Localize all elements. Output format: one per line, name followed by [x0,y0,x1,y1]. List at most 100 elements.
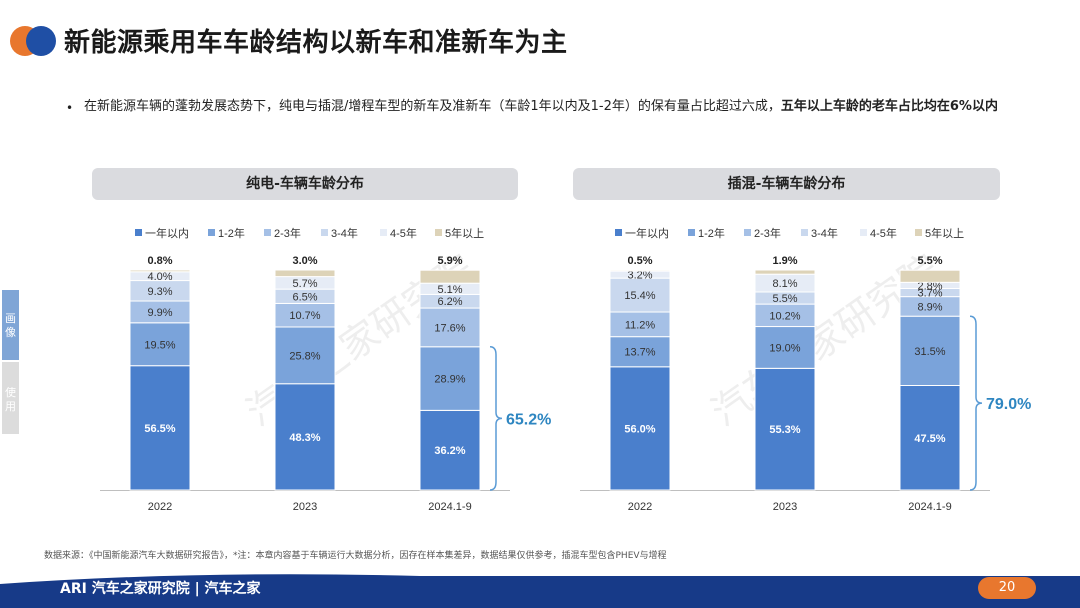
ev-bar-2022-0 [129,365,191,491]
phev-legend-swatch-1 [688,229,695,236]
phev-bar-2023-5 [754,269,816,275]
phev-bar-label-2023-2: 10.2% [769,310,800,322]
phev-legend-swatch-5 [915,229,922,236]
phev-bar-label-2023-3: 5.5% [772,293,797,305]
ev-bar-label-2022-5: 0.8% [147,255,172,267]
ev-bar-label-2024.1-9-2: 17.6% [434,322,465,334]
ev-callout-value: 65.2% [506,411,551,428]
ev-bar-label-2024.1-9-3: 6.2% [437,296,462,308]
ev-bar-2024.1-9-2 [419,307,481,348]
ev-legend-swatch-4 [380,229,387,236]
ev-age-distribution-chart: 一年以内 1-2年 2-3年 3-4年 4-5年 5年以上 56.5% 19.5% 9.9% 9.… [100,226,551,513]
phev-legend-swatch-2 [744,229,751,236]
phev-bar-2022-5 [609,269,671,272]
phev-legend-label-3: 3-4年 [811,226,838,240]
ev-chart-title: 纯电-车辆车龄分布 [92,168,518,200]
phev-bar-2024.1-9-0 [899,385,961,491]
ev-legend-swatch-5 [435,229,442,236]
phev-bar-label-2022-4: 3.2% [627,270,652,282]
phev-legend-label-1: 1-2年 [698,226,725,240]
side-tab-portrait[interactable]: 画像 [2,290,19,360]
phev-legend-label-2: 2-3年 [754,226,781,240]
ev-x-tick-1: 2023 [293,501,317,513]
intro-text: 在新能源车辆的蓬勃发展态势下，纯电与插混/增程车型的新车及准新车（车龄1年以内及… [84,98,1014,115]
phev-bar-label-2024.1-9-1: 31.5% [914,346,945,358]
phev-bar-label-2024.1-9-3: 3.7% [917,288,942,300]
ev-bar-2024.1-9-5 [419,269,481,284]
ev-legend-swatch-2 [264,229,271,236]
intro-text-bold: 五年以上车龄的老车占比均在6%以内 [780,99,998,114]
ev-bar-label-2023-1: 25.8% [289,350,320,362]
footer-band [0,574,1080,608]
phev-bar-label-2023-1: 19.0% [769,342,800,354]
phev-x-tick-1: 2023 [773,501,797,513]
ev-legend-label-0: 一年以内 [145,226,189,240]
ev-callout-bracket [489,346,503,491]
phev-callout-bracket [969,315,983,491]
page-title: 新能源乘用车车龄结构以新车和准新车为主 [64,28,568,58]
ev-bar-label-2024.1-9-4: 5.1% [437,284,462,296]
phev-age-distribution-chart: 一年以内 1-2年 2-3年 3-4年 4-5年 5年以上 56.0% 13.7% 11.2% 1… [580,226,1031,513]
ev-x-tick-0: 2022 [148,501,172,513]
ev-bar-label-2022-0: 56.5% [144,423,175,435]
logo-dots [10,26,56,56]
ev-bar-2023-1 [274,326,336,385]
phev-x-tick-2: 2024.1-9 [908,501,951,513]
bullet-marker: • [66,101,74,115]
ev-legend-label-2: 2-3年 [274,226,301,240]
phev-bar-label-2024.1-9-2: 8.9% [917,301,942,313]
phev-callout-value: 79.0% [986,396,1031,413]
footer-brand: ARI 汽车之家研究院 | 汽车之家 [60,581,261,597]
ev-bar-label-2022-2: 9.9% [147,307,172,319]
phev-bar-label-2022-2: 11.2% [625,319,656,331]
phev-legend-swatch-3 [801,229,808,236]
phev-legend-label-0: 一年以内 [625,226,669,240]
ev-bar-2022-5 [129,269,191,273]
ev-bar-2022-1 [129,322,191,367]
phev-bar-label-2023-4: 8.1% [772,278,797,290]
phev-bar-2022-1 [609,336,671,368]
side-tab-usage[interactable]: 使用 [2,362,19,434]
phev-bar-label-2024.1-9-0: 47.5% [914,433,945,445]
ev-bar-label-2023-0: 48.3% [289,432,320,444]
ev-bar-label-2024.1-9-5: 5.9% [437,255,462,267]
page-number: 20 [978,577,1036,599]
phev-bar-2022-3 [609,277,671,313]
intro-text-part1: 在新能源车辆的蓬勃发展态势下，纯电与插混/增程车型的新车及准新车（车龄1年以内及… [84,99,781,114]
ev-bar-label-2023-3: 6.5% [292,291,317,303]
ev-legend-swatch-1 [208,229,215,236]
phev-bar-label-2022-5: 0.5% [627,255,652,267]
data-source-footnote: 数据来源：《中国新能源汽车大数据研究报告》，*注：本章内容基于车辆运行大数据分析… [44,551,667,561]
ev-bar-label-2023-4: 5.7% [292,278,317,290]
phev-bar-2024.1-9-5 [899,269,961,283]
phev-legend-label-4: 4-5年 [870,226,897,240]
phev-bar-label-2022-3: 15.4% [624,290,655,302]
ev-bar-label-2022-3: 9.3% [147,286,172,298]
phev-bar-2022-0 [609,366,671,491]
phev-chart-title: 插混-车辆车龄分布 [573,168,1000,200]
phev-x-tick-0: 2022 [628,501,652,513]
phev-bar-label-2023-0: 55.3% [769,424,800,436]
ev-legend-label-5: 5年以上 [445,226,484,240]
ev-legend-swatch-3 [321,229,328,236]
phev-bar-label-2022-0: 56.0% [624,423,655,435]
ev-legend-swatch-0 [135,229,142,236]
ev-bar-2024.1-9-0 [419,409,481,491]
ev-bar-label-2024.1-9-1: 28.9% [434,374,465,386]
ev-bar-label-2023-2: 10.7% [289,310,320,322]
phev-bar-2023-0 [754,367,816,491]
phev-legend-label-5: 5年以上 [925,226,964,240]
phev-bar-label-2024.1-9-5: 5.5% [917,255,942,267]
phev-bar-label-2023-5: 1.9% [772,255,797,267]
ev-bar-label-2023-5: 3.0% [292,255,317,267]
ev-legend-label-4: 4-5年 [390,226,417,240]
phev-legend-swatch-0 [615,229,622,236]
ev-bar-label-2022-1: 19.5% [144,339,175,351]
ev-legend-label-3: 3-4年 [331,226,358,240]
ev-x-tick-2: 2024.1-9 [428,501,471,513]
ev-bar-label-2022-4: 4.0% [147,271,172,283]
ev-bar-label-2024.1-9-0: 36.2% [434,445,465,457]
phev-bar-2024.1-9-1 [899,315,961,386]
phev-legend-swatch-4 [860,229,867,236]
phev-bar-label-2024.1-9-4: 2.8% [917,280,942,292]
